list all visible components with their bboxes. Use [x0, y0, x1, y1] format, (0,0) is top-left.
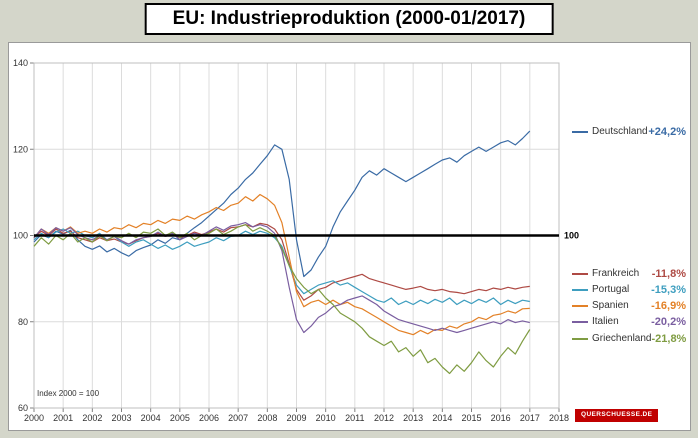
- legend-line-icon: [572, 337, 588, 340]
- legend-line-icon: [572, 130, 588, 133]
- legend-name: Deutschland: [592, 126, 648, 137]
- svg-text:140: 140: [13, 58, 28, 68]
- chart-panel: 2000 2001 2002 2003 2004 2005 2006 2007 2008 2009…: [8, 42, 691, 431]
- svg-text:2009: 2009: [286, 413, 306, 423]
- legend-row-portugal: Portugal -15,3%: [572, 283, 686, 296]
- svg-text:2005: 2005: [170, 413, 190, 423]
- legend-line-icon: [572, 272, 588, 275]
- legend-line-icon: [572, 304, 588, 307]
- legend-line-icon: [572, 320, 588, 323]
- svg-text:2000: 2000: [24, 413, 44, 423]
- title-bar: EU: Industrieproduktion (2000-01/2017): [144, 3, 554, 35]
- svg-text:2006: 2006: [199, 413, 219, 423]
- legend-change: -21,8%: [651, 332, 687, 345]
- legend-name: Griechenland: [592, 333, 652, 344]
- legend-row-frankreich: Frankreich -11,8%: [572, 267, 686, 280]
- legend-change: -16,9%: [651, 299, 686, 312]
- svg-text:2015: 2015: [461, 413, 481, 423]
- svg-text:2004: 2004: [141, 413, 161, 423]
- svg-text:120: 120: [13, 144, 28, 154]
- svg-text:2012: 2012: [374, 413, 394, 423]
- site-logo: QUERSCHUESSE.DE: [575, 409, 659, 422]
- svg-text:2011: 2011: [345, 413, 364, 423]
- svg-text:100: 100: [13, 231, 28, 241]
- page-title: EU: Industrieproduktion (2000-01/2017): [172, 8, 526, 29]
- legend-name: Spanien: [592, 300, 629, 311]
- svg-text:2018: 2018: [549, 413, 569, 423]
- svg-text:2010: 2010: [316, 413, 336, 423]
- index-note: Index 2000 = 100: [37, 389, 100, 398]
- legend-change: -20,2%: [651, 315, 686, 328]
- svg-text:2007: 2007: [228, 413, 248, 423]
- svg-text:2013: 2013: [403, 413, 423, 423]
- svg-text:2016: 2016: [491, 413, 511, 423]
- svg-text:60: 60: [18, 403, 28, 413]
- svg-text:100: 100: [564, 231, 579, 241]
- svg-text:2014: 2014: [432, 413, 452, 423]
- plot-svg: 2000 2001 2002 2003 2004 2005 2006 2007 2008 2009…: [13, 58, 579, 423]
- svg-text:80: 80: [18, 317, 28, 327]
- legend-row-spanien: Spanien -16,9%: [572, 299, 686, 312]
- svg-text:2008: 2008: [257, 413, 277, 423]
- legend-row-deutschland: Deutschland +24,2%: [572, 125, 686, 138]
- legend-change: -11,8%: [651, 267, 686, 280]
- legend-row-griechenland: Griechenland -21,8%: [572, 332, 686, 345]
- legend-line-icon: [572, 288, 588, 291]
- svg-text:2002: 2002: [82, 413, 102, 423]
- svg-text:2003: 2003: [111, 413, 131, 423]
- legend-row-italien: Italien -20,2%: [572, 315, 686, 328]
- legend-change: +24,2%: [648, 125, 686, 138]
- svg-text:2001: 2001: [53, 413, 73, 423]
- legend-change: -15,3%: [651, 283, 686, 296]
- svg-text:2017: 2017: [520, 413, 540, 423]
- legend-name: Frankreich: [592, 268, 640, 279]
- legend-name: Portugal: [592, 284, 630, 295]
- legend-name: Italien: [592, 316, 619, 327]
